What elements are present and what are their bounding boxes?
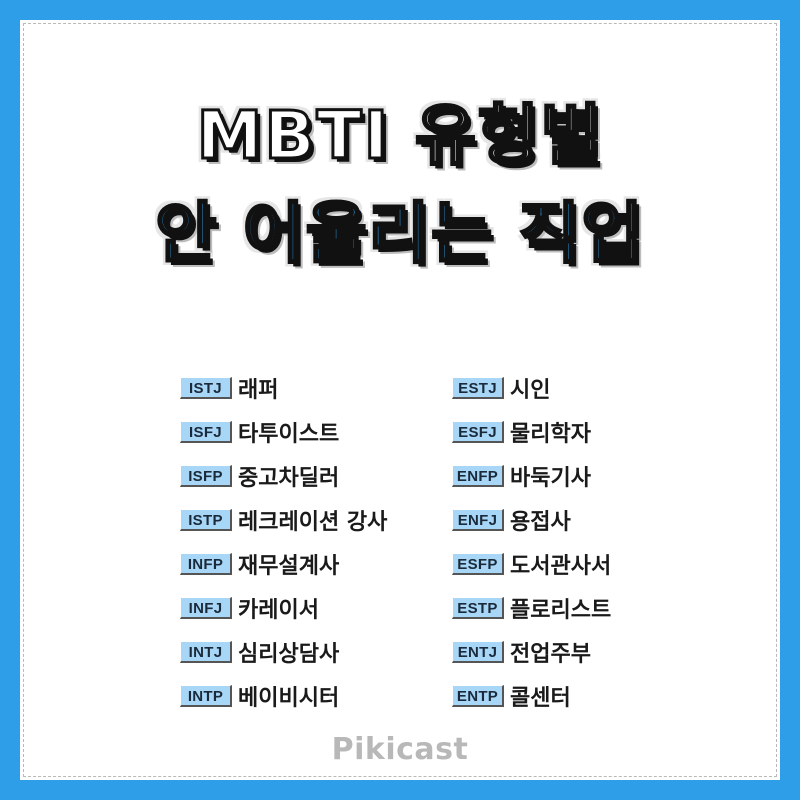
list-item: ISTP 레크레이션 강사 bbox=[180, 498, 387, 542]
mbti-badge: ENFP bbox=[452, 465, 504, 487]
content-card: MBTI 유형별 안 어울리는 직업 ISTJ 래퍼 ISFJ 타투이스트 IS… bbox=[20, 20, 780, 780]
list-item: ENTJ 전업주부 bbox=[452, 630, 611, 674]
job-label: 콜센터 bbox=[510, 686, 571, 711]
pikicast-logo: Pikicast bbox=[331, 732, 469, 767]
job-label: 용접사 bbox=[510, 510, 571, 535]
job-label: 심리상담사 bbox=[238, 642, 340, 667]
job-label: 플로리스트 bbox=[510, 598, 612, 623]
mbti-badge: ESTJ bbox=[452, 377, 504, 399]
list-item: ISTJ 래퍼 bbox=[180, 366, 387, 410]
job-label: 전업주부 bbox=[510, 642, 591, 667]
list-item: ESFJ 물리학자 bbox=[452, 410, 611, 454]
list-item: ENFJ 용접사 bbox=[452, 498, 611, 542]
left-column: ISTJ 래퍼 ISFJ 타투이스트 ISFP 중고차딜러 ISTP 레크레이션… bbox=[180, 366, 387, 718]
mbti-badge: INFJ bbox=[180, 597, 232, 619]
job-label: 바둑기사 bbox=[510, 466, 591, 491]
mbti-badge: ESTP bbox=[452, 597, 504, 619]
mbti-badge: ESFJ bbox=[452, 421, 504, 443]
mbti-badge: ISTJ bbox=[180, 377, 232, 399]
job-label: 베이비시터 bbox=[238, 686, 340, 711]
mbti-badge: ISFJ bbox=[180, 421, 232, 443]
job-label: 카레이서 bbox=[238, 598, 319, 623]
job-label: 시인 bbox=[510, 378, 551, 403]
list-item: INTJ 심리상담사 bbox=[180, 630, 387, 674]
mbti-badge: ENTP bbox=[452, 685, 504, 707]
mbti-badge: ENFJ bbox=[452, 509, 504, 531]
list-item: ISFJ 타투이스트 bbox=[180, 410, 387, 454]
list-item: ENFP 바둑기사 bbox=[452, 454, 611, 498]
job-label: 레크레이션 강사 bbox=[238, 510, 388, 535]
mbti-badge: ENTJ bbox=[452, 641, 504, 663]
job-label: 물리학자 bbox=[510, 422, 591, 447]
mbti-badge: INFP bbox=[180, 553, 232, 575]
title-line-2: 안 어울리는 직업 bbox=[154, 194, 645, 274]
job-label: 타투이스트 bbox=[238, 422, 340, 447]
job-label: 도서관사서 bbox=[510, 554, 612, 579]
list-item: ENTP 콜센터 bbox=[452, 674, 611, 718]
job-label: 재무설계사 bbox=[238, 554, 340, 579]
list-item: INFJ 카레이서 bbox=[180, 586, 387, 630]
list-item: ISFP 중고차딜러 bbox=[180, 454, 387, 498]
mbti-badge: ISFP bbox=[180, 465, 232, 487]
mbti-badge: ESFP bbox=[452, 553, 504, 575]
list-item: ESFP 도서관사서 bbox=[452, 542, 611, 586]
list-item: INTP 베이비시터 bbox=[180, 674, 387, 718]
list-item: ESTJ 시인 bbox=[452, 366, 611, 410]
mbti-badge: INTJ bbox=[180, 641, 232, 663]
mbti-badge: ISTP bbox=[180, 509, 232, 531]
job-label: 래퍼 bbox=[238, 378, 279, 403]
title-line-1: MBTI 유형별 bbox=[195, 96, 604, 176]
right-column: ESTJ 시인 ESFJ 물리학자 ENFP 바둑기사 ENFJ 용접사 ESF… bbox=[452, 366, 611, 718]
job-label: 중고차딜러 bbox=[238, 466, 340, 491]
mbti-badge: INTP bbox=[180, 685, 232, 707]
list-item: INFP 재무설계사 bbox=[180, 542, 387, 586]
list-item: ESTP 플로리스트 bbox=[452, 586, 611, 630]
